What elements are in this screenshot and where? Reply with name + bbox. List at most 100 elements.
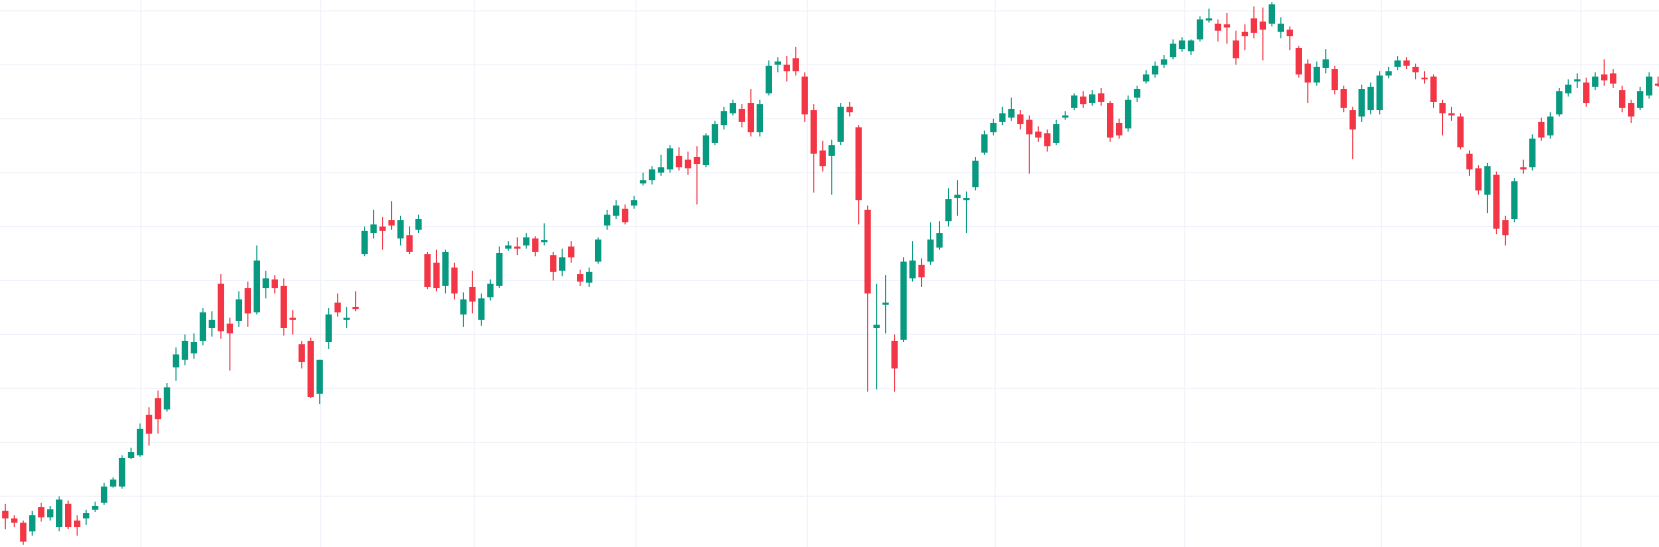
candle-body <box>388 220 395 226</box>
candle-body <box>568 246 575 258</box>
candle-body <box>1160 59 1168 65</box>
candle-body <box>603 214 611 226</box>
candle-body <box>496 253 503 286</box>
candle-body <box>1627 103 1635 117</box>
candle-body <box>343 317 350 320</box>
candle-body <box>1044 133 1051 147</box>
candle-body <box>1017 114 1024 125</box>
candle-body <box>280 285 287 328</box>
candle-body <box>1053 124 1060 143</box>
candle-body <box>514 246 521 249</box>
candle-body <box>451 267 458 294</box>
candle-body <box>1277 23 1285 32</box>
candle-body <box>1502 220 1509 236</box>
candle-body <box>639 180 647 184</box>
candle-body <box>1071 95 1078 108</box>
candle-body <box>1008 108 1015 118</box>
candle-body <box>271 279 278 289</box>
candle-body <box>1331 69 1338 91</box>
candle-body <box>136 428 144 456</box>
candle-body <box>1026 119 1033 135</box>
candle-body <box>1556 91 1563 115</box>
candle-body <box>1313 66 1320 83</box>
candle-body <box>747 103 755 133</box>
candle-body <box>1403 60 1410 66</box>
candle-body <box>1367 86 1374 111</box>
candle-body <box>1322 59 1329 68</box>
candle-body <box>1232 40 1240 59</box>
candle-body <box>936 233 943 248</box>
candle-body <box>487 283 494 298</box>
candle-body <box>864 209 871 294</box>
candle-body <box>38 507 45 518</box>
candle-body <box>1547 116 1554 136</box>
candle-body <box>1376 75 1383 111</box>
candle-body <box>532 238 539 252</box>
candle-body <box>442 251 449 286</box>
candle-body <box>828 145 835 156</box>
candle-body <box>1412 66 1419 73</box>
candle-body <box>927 239 934 262</box>
candle-body <box>253 260 260 313</box>
candle-body <box>981 134 988 153</box>
candle-body <box>127 452 135 458</box>
candle-body <box>1169 43 1177 58</box>
candle-body <box>460 299 467 315</box>
candle-body <box>1241 31 1249 37</box>
candle-body <box>882 302 889 305</box>
candle-body <box>1618 90 1626 108</box>
candle-body <box>1645 76 1653 96</box>
candle-body <box>693 156 701 164</box>
candle-body <box>1187 40 1195 52</box>
candle-body <box>1089 94 1096 104</box>
candle-body <box>163 387 171 410</box>
candle-body <box>469 286 476 302</box>
candle-body <box>1610 73 1617 84</box>
candle-body <box>65 503 72 528</box>
candle-body <box>352 306 359 310</box>
candle-body <box>478 298 485 320</box>
candle-body <box>307 340 314 398</box>
candle-body <box>801 76 808 115</box>
candle-body <box>1439 103 1446 114</box>
candle-body <box>208 319 216 328</box>
candle-body <box>379 226 386 231</box>
candle-body <box>1115 122 1123 136</box>
candle-body <box>361 230 368 255</box>
candle-body <box>855 127 862 201</box>
candle-body <box>909 260 916 279</box>
candle-body <box>541 240 548 243</box>
candle-body <box>559 257 566 271</box>
candle-body <box>1035 131 1042 138</box>
candle-body <box>397 220 404 239</box>
candle-body <box>316 359 323 394</box>
candle-body <box>217 283 225 332</box>
candle-body <box>406 235 413 252</box>
candle-body <box>1098 93 1105 102</box>
candle-body <box>1385 71 1392 76</box>
candle-body <box>11 518 18 523</box>
candle-body <box>1421 77 1428 80</box>
candle-body <box>20 522 27 542</box>
candle-body <box>298 344 305 362</box>
candle-body <box>118 457 126 487</box>
candle-body <box>577 274 584 282</box>
candle-body <box>1295 48 1302 75</box>
candle-body <box>1142 74 1150 82</box>
candle-body <box>1358 89 1365 117</box>
candle-body <box>945 199 952 222</box>
candle-body <box>29 515 36 532</box>
candle-body <box>1259 21 1267 30</box>
candle-body <box>1178 40 1186 50</box>
candle-body <box>1394 60 1401 67</box>
candle-body <box>154 398 162 420</box>
candle-body <box>594 239 602 262</box>
candle-body <box>289 317 296 320</box>
candle-body <box>415 219 422 230</box>
candle-body <box>1133 89 1141 98</box>
candle-body <box>1484 166 1491 195</box>
candle-body <box>334 302 341 313</box>
candle-body <box>1268 4 1276 24</box>
candle-body <box>702 135 710 166</box>
